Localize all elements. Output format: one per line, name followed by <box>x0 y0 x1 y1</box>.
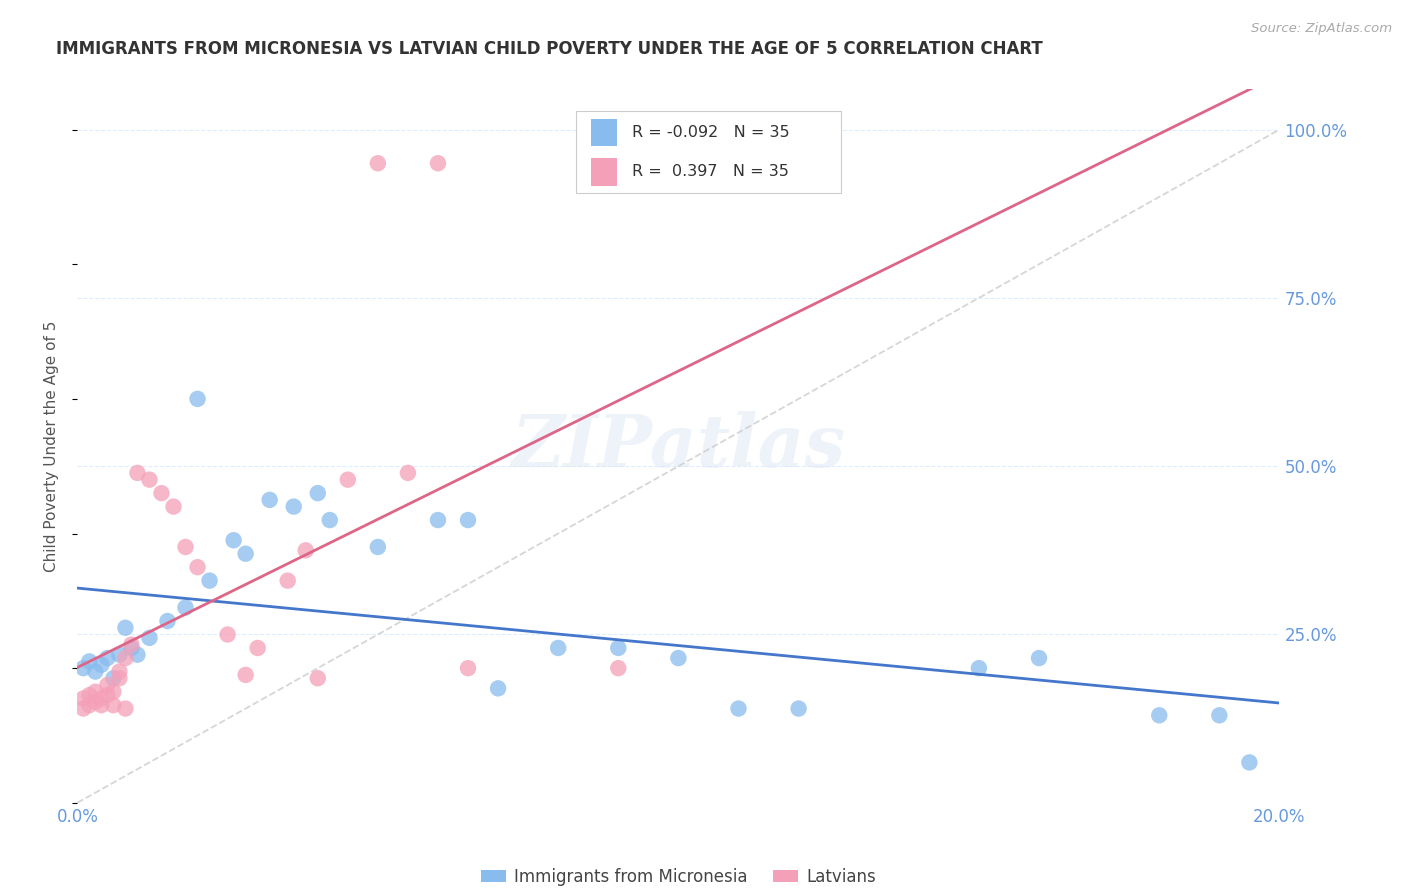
Point <box>120 640 142 655</box>
Point <box>114 651 136 665</box>
Point <box>84 695 107 709</box>
Point <box>427 513 450 527</box>
Text: R = -0.092   N = 35: R = -0.092 N = 35 <box>631 125 789 140</box>
Point <box>283 500 305 514</box>
Bar <box>591 159 617 186</box>
Point <box>277 574 299 588</box>
Point <box>174 600 197 615</box>
Point <box>336 473 359 487</box>
Point <box>156 614 179 628</box>
Point <box>72 701 94 715</box>
Point <box>138 473 160 487</box>
Point <box>108 665 131 679</box>
Point <box>457 661 479 675</box>
Point <box>108 671 131 685</box>
Point <box>187 560 209 574</box>
Point <box>84 684 107 698</box>
Point <box>103 684 125 698</box>
Point <box>84 665 107 679</box>
Point <box>486 681 509 696</box>
Point <box>174 540 197 554</box>
Point <box>114 621 136 635</box>
Point <box>103 698 125 713</box>
Point <box>367 540 389 554</box>
FancyBboxPatch shape <box>576 111 841 193</box>
Point <box>396 466 419 480</box>
Text: R =  0.397   N = 35: R = 0.397 N = 35 <box>631 164 789 179</box>
Point <box>198 574 221 588</box>
Point <box>79 688 101 702</box>
Point <box>547 640 569 655</box>
Point <box>90 698 112 713</box>
Point <box>259 492 281 507</box>
Point <box>90 691 112 706</box>
Point <box>235 547 257 561</box>
Point <box>120 638 142 652</box>
Point <box>72 661 94 675</box>
Point <box>967 661 990 675</box>
Point <box>96 651 118 665</box>
Point <box>427 156 450 170</box>
Point <box>96 678 118 692</box>
Text: Source: ZipAtlas.com: Source: ZipAtlas.com <box>1251 22 1392 36</box>
Point <box>222 533 245 548</box>
Point <box>235 668 257 682</box>
Bar <box>591 120 617 146</box>
Point <box>217 627 239 641</box>
Point <box>307 486 329 500</box>
Point <box>138 631 160 645</box>
Point <box>1208 708 1230 723</box>
Point <box>162 500 184 514</box>
Point <box>187 392 209 406</box>
Point <box>90 657 112 672</box>
Point <box>294 543 316 558</box>
Point <box>96 688 118 702</box>
Point <box>367 156 389 170</box>
Point <box>1239 756 1261 770</box>
Point <box>727 701 749 715</box>
Point <box>79 698 101 713</box>
Y-axis label: Child Poverty Under the Age of 5: Child Poverty Under the Age of 5 <box>44 320 59 572</box>
Point <box>246 640 269 655</box>
Point <box>668 651 690 665</box>
Text: ZIPatlas: ZIPatlas <box>512 410 845 482</box>
Point <box>103 671 125 685</box>
Point <box>607 661 630 675</box>
Point <box>108 648 131 662</box>
Legend: Immigrants from Micronesia, Latvians: Immigrants from Micronesia, Latvians <box>474 861 883 892</box>
Point <box>150 486 173 500</box>
Point <box>319 513 342 527</box>
Point <box>127 466 149 480</box>
Point <box>72 691 94 706</box>
Point <box>607 640 630 655</box>
Point <box>307 671 329 685</box>
Point <box>1149 708 1171 723</box>
Text: IMMIGRANTS FROM MICRONESIA VS LATVIAN CHILD POVERTY UNDER THE AGE OF 5 CORRELATI: IMMIGRANTS FROM MICRONESIA VS LATVIAN CH… <box>56 40 1043 58</box>
Point <box>1028 651 1050 665</box>
Point <box>457 513 479 527</box>
Point <box>114 701 136 715</box>
Point <box>127 648 149 662</box>
Point <box>787 701 810 715</box>
Point <box>79 655 101 669</box>
